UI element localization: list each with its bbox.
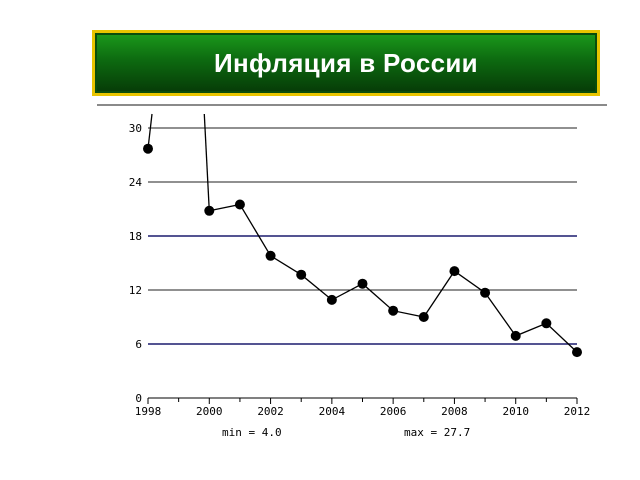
offscale-line-up	[147, 113, 153, 149]
x-tick-label: 2010	[502, 405, 529, 418]
x-tick-label: 1998	[135, 405, 162, 418]
offscale-line-down	[203, 113, 210, 211]
y-tick-label: 24	[129, 176, 143, 189]
data-point-2005	[357, 278, 368, 289]
data-point-2010	[510, 330, 521, 341]
data-point-2001	[234, 199, 245, 210]
data-point-2008	[449, 266, 460, 277]
inflation-line	[209, 203, 578, 353]
series-line	[147, 113, 578, 353]
grid-lines	[148, 127, 577, 345]
data-point-2004	[326, 294, 337, 305]
title-separator	[97, 104, 607, 106]
y-tick-label: 30	[129, 122, 142, 135]
y-tick-label: 6	[135, 338, 142, 351]
data-point-2000	[204, 205, 215, 216]
x-tick-label: 2002	[257, 405, 284, 418]
data-point-2011	[541, 318, 552, 329]
y-tick-label: 0	[135, 392, 142, 405]
x-tick-label: 2000	[196, 405, 223, 418]
series-points	[143, 143, 582, 358]
data-point-2007	[418, 312, 429, 322]
data-point-2006	[388, 305, 399, 316]
title-banner: Инфляция в России	[92, 30, 600, 96]
x-tick-label: 2006	[380, 405, 407, 418]
tick-labels: 0 6 12 18 24 30 1998 2000 2002 2004 2006 2008 2010 20…	[129, 122, 591, 418]
slide-title: Инфляция в России	[214, 47, 478, 78]
data-point-2009	[480, 287, 491, 298]
y-tick-label: 12	[129, 284, 142, 297]
axes	[147, 397, 578, 404]
x-tick-label: 2004	[319, 405, 346, 418]
data-point-1998	[143, 143, 153, 154]
min-stat-label: min = 4.0	[222, 426, 282, 439]
x-tick-label: 2008	[441, 405, 468, 418]
data-point-2002	[265, 250, 276, 261]
y-tick-label: 18	[129, 230, 142, 243]
data-point-2012	[572, 347, 582, 358]
max-stat-label: max = 27.7	[404, 426, 470, 439]
x-tick-label: 2012	[564, 405, 591, 418]
data-point-2003	[296, 269, 307, 280]
